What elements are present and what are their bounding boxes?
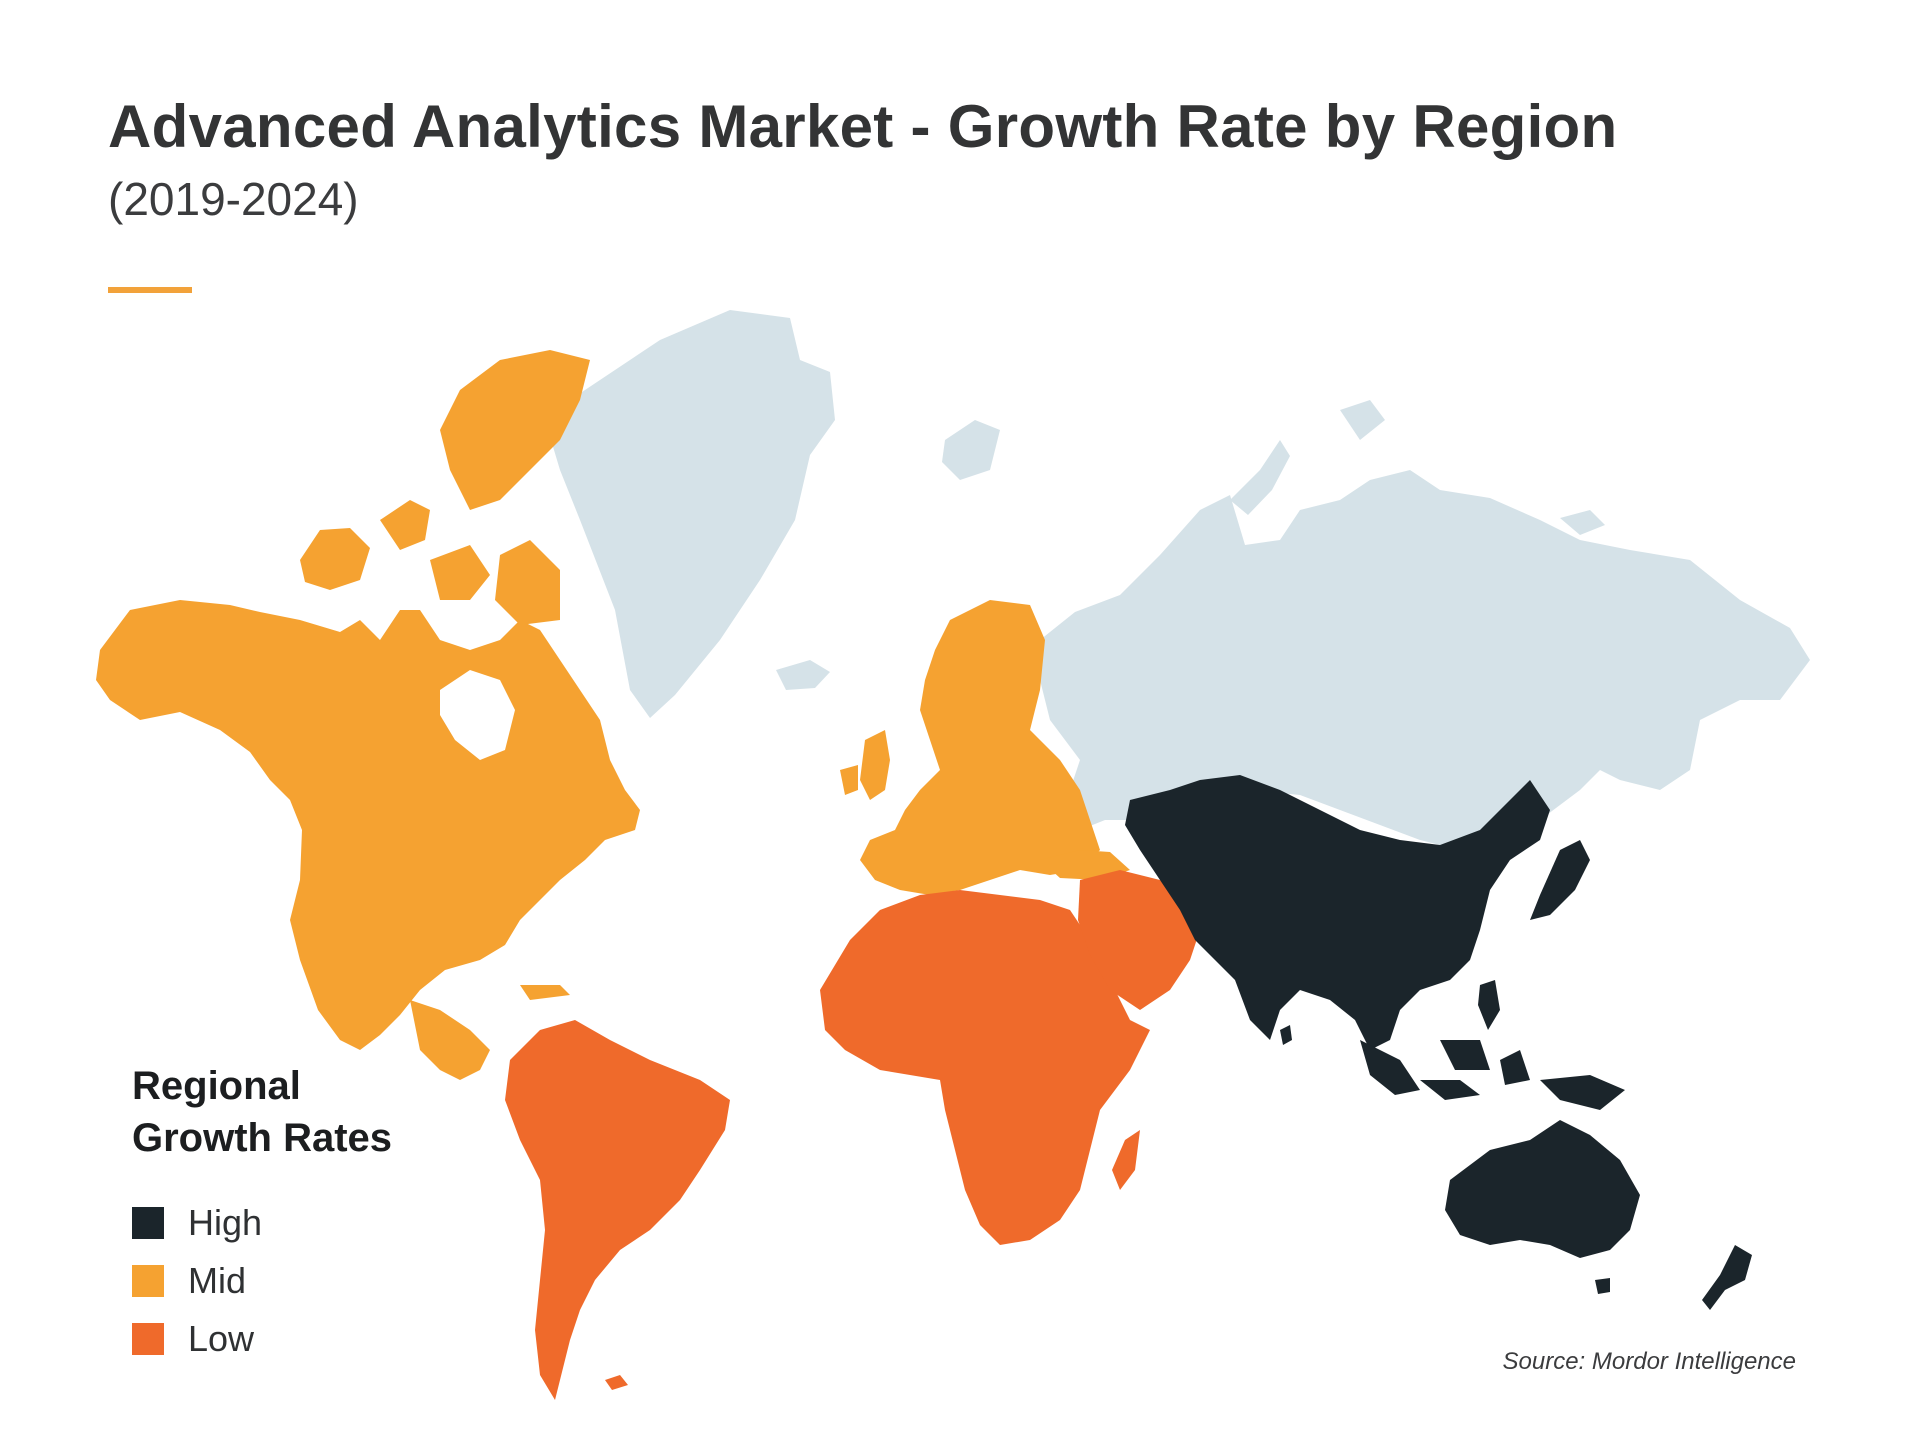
region-australia (1445, 1120, 1640, 1258)
region-tasmania (1595, 1278, 1610, 1294)
region-canada-arctic-islands (300, 350, 590, 625)
region-japan (1530, 840, 1590, 920)
region-novaya-zemlya (1230, 440, 1290, 515)
region-svalbard (942, 420, 1000, 480)
region-greenland (548, 310, 835, 718)
legend-item-low: Low (132, 1310, 392, 1368)
region-philippines (1478, 980, 1500, 1030)
legend-title-line1: Regional (132, 1064, 301, 1108)
legend-label-low: Low (188, 1318, 255, 1359)
legend-item-high: High (132, 1194, 392, 1252)
region-asia-pacific (1125, 775, 1550, 1050)
region-uk-ireland (840, 730, 890, 800)
region-indonesia (1360, 1040, 1625, 1110)
region-africa (820, 890, 1150, 1245)
legend: Regional Growth Rates High Mid Low (132, 1060, 392, 1368)
legend-swatch-low (132, 1323, 164, 1355)
legend-label-high: High (188, 1202, 263, 1243)
region-new-zealand (1702, 1245, 1752, 1310)
page-subtitle: (2019-2024) (108, 173, 359, 225)
legend-swatch-high (132, 1207, 164, 1239)
region-turkey (1040, 850, 1130, 880)
region-europe (860, 600, 1100, 895)
region-arctic-islands (1340, 400, 1605, 535)
legend-title-line2: Growth Rates (132, 1116, 393, 1160)
legend-item-mid: Mid (132, 1252, 392, 1310)
region-hudson-bay (440, 670, 515, 760)
accent-divider (108, 287, 192, 293)
region-russia (1040, 470, 1810, 850)
region-central-america (410, 985, 570, 1080)
page-title: Advanced Analytics Market - Growth Rate … (108, 93, 1618, 160)
region-north-america (96, 600, 640, 1050)
region-iceland (776, 660, 830, 690)
legend-items: High Mid Low (132, 1194, 392, 1368)
region-south-america (505, 1020, 730, 1400)
legend-swatch-mid (132, 1265, 164, 1297)
region-middle-east (1078, 870, 1200, 1010)
region-sri-lanka (1280, 1025, 1292, 1045)
region-falklands (605, 1375, 628, 1390)
legend-label-mid: Mid (188, 1260, 247, 1301)
region-madagascar (1112, 1130, 1140, 1190)
source-attribution: Source: Mordor Intelligence (1502, 1348, 1796, 1375)
